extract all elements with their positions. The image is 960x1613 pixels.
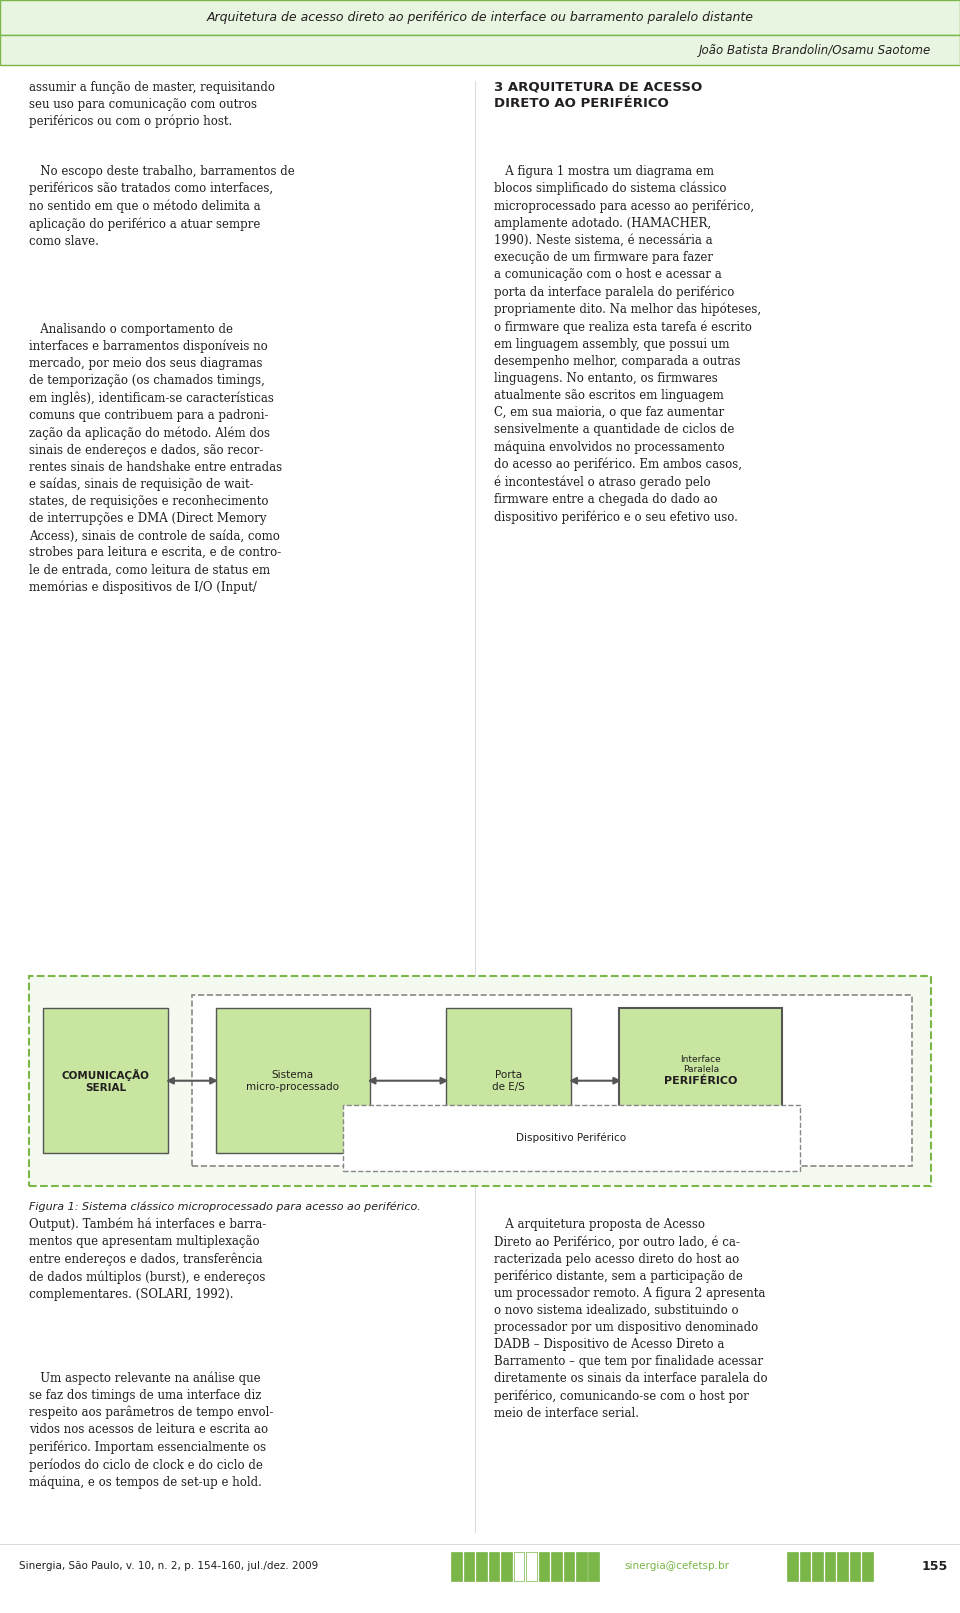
Text: Dispositivo Periférico: Dispositivo Periférico [516, 1132, 626, 1144]
Bar [800, 1552, 810, 1581]
Bar [862, 1552, 873, 1581]
Text: Interface
Paralela: Interface Paralela [681, 1055, 721, 1074]
FancyBboxPatch shape [446, 1008, 571, 1153]
Text: Sistema
micro-processado: Sistema micro-processado [247, 1069, 339, 1092]
Bar [588, 1552, 599, 1581]
Text: A figura 1 mostra um diagrama em
blocos simplificado do sistema clássico
micropr: A figura 1 mostra um diagrama em blocos … [494, 165, 761, 524]
Text: COMUNICAÇÃO
SERIAL: COMUNICAÇÃO SERIAL [61, 1068, 150, 1094]
Bar [551, 1552, 562, 1581]
FancyBboxPatch shape [650, 1027, 752, 1102]
Text: 155: 155 [922, 1560, 948, 1573]
Bar [825, 1552, 835, 1581]
Bar [464, 1552, 474, 1581]
FancyBboxPatch shape [192, 995, 912, 1166]
Bar [787, 1552, 798, 1581]
FancyBboxPatch shape [29, 976, 931, 1186]
Bar [850, 1552, 860, 1581]
Text: sinergia@cefetsp.br: sinergia@cefetsp.br [624, 1561, 729, 1571]
Text: João Batista Brandolin/Osamu Saotome: João Batista Brandolin/Osamu Saotome [699, 44, 931, 56]
FancyBboxPatch shape [0, 35, 960, 65]
Text: Um aspecto relevante na análise que
se faz dos timings de uma interface diz
resp: Um aspecto relevante na análise que se f… [29, 1371, 274, 1489]
Text: Arquitetura de acesso direto ao periférico de interface ou barramento paralelo d: Arquitetura de acesso direto ao periféri… [206, 11, 754, 24]
Text: Sinergia, São Paulo, v. 10, n. 2, p. 154-160, jul./dez. 2009: Sinergia, São Paulo, v. 10, n. 2, p. 154… [19, 1561, 319, 1571]
Text: Figura 1: Sistema clássico microprocessado para acesso ao periférico.: Figura 1: Sistema clássico microprocessa… [29, 1202, 420, 1213]
Bar [564, 1552, 574, 1581]
FancyBboxPatch shape [216, 1008, 370, 1153]
Bar [526, 1552, 537, 1581]
FancyBboxPatch shape [619, 1008, 782, 1153]
Bar [476, 1552, 487, 1581]
FancyBboxPatch shape [43, 1008, 168, 1153]
Bar [451, 1552, 462, 1581]
Text: A arquitetura proposta de Acesso
Direto ao Periférico, por outro lado, é ca-
rac: A arquitetura proposta de Acesso Direto … [494, 1218, 768, 1419]
Text: assumir a função de master, requisitando
seu uso para comunicação com outros
per: assumir a função de master, requisitando… [29, 81, 275, 129]
Text: No escopo deste trabalho, barramentos de
periféricos são tratados como interface: No escopo deste trabalho, barramentos de… [29, 165, 295, 248]
Bar [539, 1552, 549, 1581]
Bar [837, 1552, 848, 1581]
Bar [501, 1552, 512, 1581]
Bar [489, 1552, 499, 1581]
Text: Porta
de E/S: Porta de E/S [492, 1069, 525, 1092]
Bar [514, 1552, 524, 1581]
Bar [812, 1552, 823, 1581]
Text: 3 ARQUITETURA DE ACESSO
DIRETO AO PERIFÉRICO: 3 ARQUITETURA DE ACESSO DIRETO AO PERIFÉ… [494, 81, 703, 110]
FancyBboxPatch shape [343, 1105, 800, 1171]
Text: Analisando o comportamento de
interfaces e barramentos disponíveis no
mercado, p: Analisando o comportamento de interfaces… [29, 323, 282, 594]
Text: PERIFÉRICO: PERIFÉRICO [664, 1076, 737, 1086]
Text: Output). Também há interfaces e barra-
mentos que apresentam multiplexação
entre: Output). Também há interfaces e barra- m… [29, 1218, 266, 1300]
FancyBboxPatch shape [0, 0, 960, 35]
Bar [576, 1552, 587, 1581]
